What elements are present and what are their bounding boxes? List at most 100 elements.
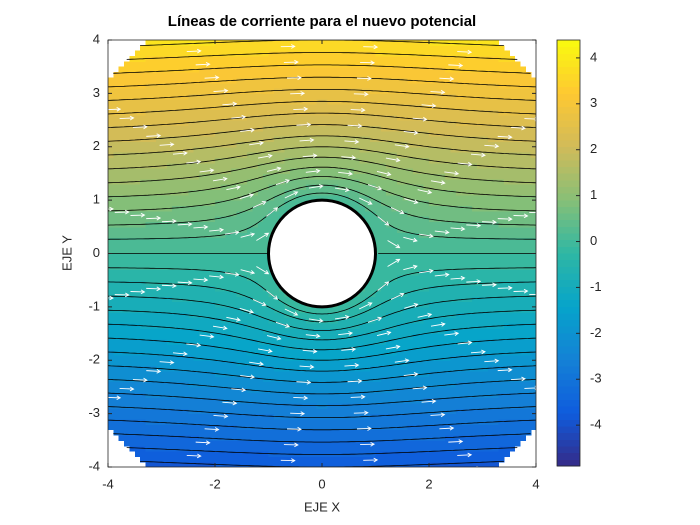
field-cell [396, 194, 403, 201]
field-cell [134, 408, 141, 415]
field-cell [284, 104, 291, 110]
field-cell [113, 392, 120, 399]
field-cell [182, 242, 189, 249]
field-cell [188, 72, 195, 78]
field-cell [177, 301, 184, 308]
field-cell [172, 125, 179, 132]
field-cell [380, 200, 387, 207]
field-cell [311, 120, 318, 126]
field-cell [348, 173, 355, 180]
field-cell [145, 50, 152, 57]
field-cell [252, 306, 259, 313]
field-cell [412, 392, 419, 399]
field-cell [268, 109, 275, 116]
field-cell [284, 440, 291, 447]
field-cell [198, 98, 205, 105]
field-cell [445, 269, 451, 276]
field-cell [375, 424, 382, 431]
field-cell [156, 386, 163, 393]
field-cell [198, 344, 205, 351]
field-cell [332, 125, 339, 132]
field-cell [182, 354, 189, 361]
field-cell [231, 258, 237, 265]
field-cell [429, 296, 435, 303]
field-cell [445, 136, 451, 143]
field-cell [209, 162, 216, 169]
field-cell [156, 424, 163, 431]
field-cell [215, 114, 221, 121]
field-cell [156, 82, 163, 89]
field-cell [118, 120, 125, 126]
field-cell [327, 312, 334, 319]
field-cell [316, 72, 323, 78]
field-cell [300, 418, 307, 425]
field-cell [439, 200, 446, 207]
field-cell [193, 221, 200, 228]
field-cell [145, 258, 152, 265]
field-cell [118, 418, 125, 425]
field-cell [188, 173, 195, 180]
field-cell [134, 242, 141, 249]
field-cell [140, 125, 147, 132]
field-cell [338, 120, 344, 126]
field-cell [412, 114, 419, 121]
field-cell [231, 418, 237, 425]
field-cell [380, 408, 387, 415]
field-cell [225, 50, 232, 57]
field-cell [204, 285, 211, 292]
field-cell [209, 376, 216, 383]
field-cell [236, 301, 243, 308]
field-cell [370, 386, 377, 393]
field-cell [236, 189, 243, 196]
field-cell [177, 397, 184, 404]
field-cell [305, 120, 312, 126]
field-cell [284, 317, 291, 324]
field-cell [386, 413, 393, 420]
field-cell [263, 258, 270, 265]
field-cell [396, 237, 403, 244]
field-cell [423, 264, 430, 271]
field-cell [209, 354, 216, 361]
field-cell [364, 397, 371, 404]
field-cell [300, 461, 307, 467]
field-cell [188, 450, 195, 457]
field-cell [220, 253, 227, 260]
field-cell [215, 349, 221, 356]
field-cell [300, 413, 307, 420]
field-cell [284, 386, 291, 393]
field-cell [380, 157, 387, 164]
field-cell [434, 77, 441, 84]
field-cell [268, 210, 275, 217]
field-cell [198, 237, 205, 244]
field-cell [188, 253, 195, 260]
field-cell [182, 274, 189, 281]
field-cell [423, 109, 430, 116]
field-cell [257, 274, 264, 281]
field-cell [370, 349, 377, 356]
field-cell [316, 322, 323, 329]
field-cell [338, 40, 344, 46]
field-cell [273, 173, 280, 180]
field-cell [263, 242, 270, 249]
field-cell [193, 109, 200, 116]
field-cell [236, 274, 243, 281]
field-cell [359, 56, 366, 62]
field-cell [145, 461, 152, 467]
field-cell [134, 338, 141, 345]
field-cell [311, 381, 318, 388]
field-cell [236, 125, 243, 132]
field-cell [322, 50, 328, 57]
field-cell [118, 210, 125, 217]
field-cell [198, 189, 205, 196]
field-cell [257, 157, 264, 164]
field-cell [241, 146, 248, 153]
field-cell [289, 93, 296, 100]
field-cell [113, 306, 120, 313]
field-cell [370, 285, 377, 292]
field-cell [129, 418, 136, 425]
field-cell [279, 376, 286, 383]
field-cell [450, 258, 457, 265]
field-cell [295, 445, 302, 452]
field-cell [316, 408, 323, 415]
field-cell [450, 162, 457, 169]
